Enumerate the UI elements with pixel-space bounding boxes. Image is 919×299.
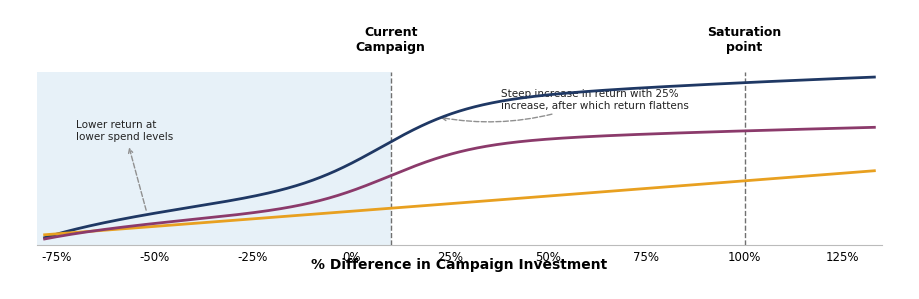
Text: % Difference in Campaign Investment: % Difference in Campaign Investment [312, 258, 607, 272]
Text: Steep increase in return with 25%
increase, after which return flattens: Steep increase in return with 25% increa… [442, 89, 688, 122]
Text: Saturation
point: Saturation point [708, 26, 782, 54]
Text: Lower return at
lower spend levels: Lower return at lower spend levels [76, 120, 174, 210]
Text: Current
Campaign: Current Campaign [356, 26, 425, 54]
Bar [37, 72, 391, 245]
